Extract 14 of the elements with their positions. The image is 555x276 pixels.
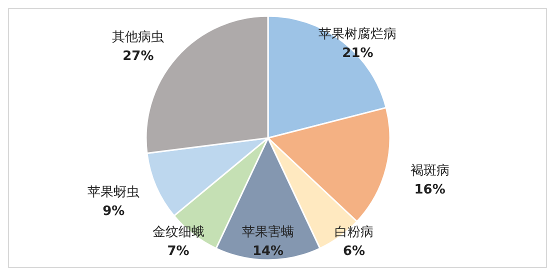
data-label: 16% <box>414 182 446 198</box>
data-label: 21% <box>342 46 374 61</box>
data-label: 27% <box>122 49 154 64</box>
slice-label: 金纹细蛾 <box>152 225 204 240</box>
slice-label: 苹果害螨 <box>242 224 294 240</box>
slice-label: 白粉病 <box>334 225 374 240</box>
data-label: 14% <box>252 244 284 259</box>
slice-label: 苹果树腐烂病 <box>318 27 397 42</box>
slice-label: 苹果蚜虫 <box>88 185 140 200</box>
data-label: 9% <box>102 204 125 220</box>
slice-label: 其他病虫 <box>112 30 164 46</box>
slice-label: 褐斑病 <box>410 163 450 178</box>
data-label: 6% <box>343 244 366 259</box>
data-label: 7% <box>167 244 190 259</box>
